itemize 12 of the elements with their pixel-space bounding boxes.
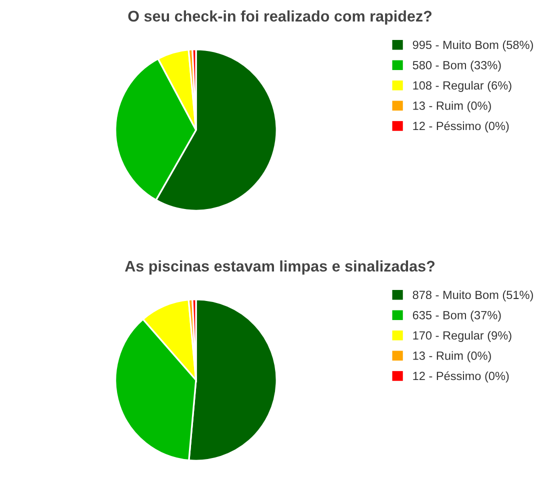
legend-label: 12 - Péssimo (0%): [413, 121, 509, 132]
legend-label: 995 - Muito Bom (58%): [412, 40, 533, 52]
legend-label: 170 - Regular (9%): [413, 330, 512, 342]
legend-label: 878 - Muito Bom (51%): [412, 290, 533, 302]
legend-label: 13 - Ruim (0%): [413, 351, 491, 362]
chart-title: As piscinas estavam limpas e sinalizadas?: [124, 260, 435, 275]
legend-label: 108 - Regular (6%): [413, 80, 512, 92]
legend-label: 580 - Bom (33%): [412, 60, 501, 72]
legend-label: 12 - Péssimo (0%): [413, 371, 509, 382]
chart-title: O seu check-in foi realizado com rapidez?: [128, 10, 432, 25]
legend-label: 13 - Ruim (0%): [413, 101, 491, 112]
legend-label: 635 - Bom (37%): [412, 310, 501, 322]
